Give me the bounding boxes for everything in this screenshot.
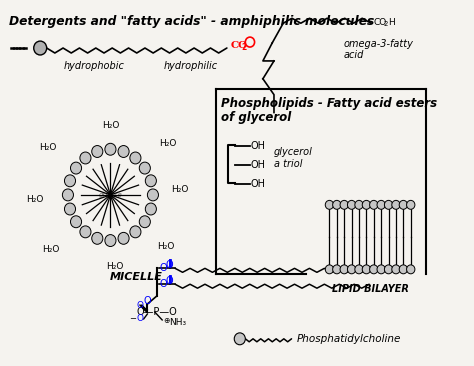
- Circle shape: [370, 265, 378, 274]
- Text: −: −: [246, 38, 254, 46]
- Circle shape: [64, 175, 75, 187]
- Circle shape: [118, 146, 129, 157]
- Text: grease: grease: [99, 192, 122, 198]
- Circle shape: [130, 226, 141, 238]
- Circle shape: [92, 146, 103, 157]
- Circle shape: [370, 200, 378, 209]
- Circle shape: [355, 200, 363, 209]
- Text: 2: 2: [242, 43, 247, 52]
- Circle shape: [362, 265, 371, 274]
- Circle shape: [105, 143, 116, 155]
- Text: O—P—O: O—P—O: [137, 307, 177, 317]
- Text: O: O: [166, 260, 173, 270]
- Circle shape: [377, 200, 385, 209]
- Text: Detergents and "fatty acids" - amphiphilic molecules: Detergents and "fatty acids" - amphiphil…: [9, 15, 374, 28]
- Circle shape: [71, 216, 82, 228]
- Text: O: O: [137, 300, 144, 310]
- Circle shape: [399, 265, 408, 274]
- Text: O: O: [166, 276, 173, 286]
- Circle shape: [333, 265, 341, 274]
- Circle shape: [246, 37, 255, 47]
- Circle shape: [377, 265, 385, 274]
- Circle shape: [340, 200, 348, 209]
- Text: OH: OH: [251, 141, 266, 151]
- Circle shape: [147, 189, 158, 201]
- Circle shape: [325, 200, 334, 209]
- Circle shape: [392, 200, 400, 209]
- Text: NH₃: NH₃: [169, 318, 186, 328]
- Text: glycerol: glycerol: [274, 147, 313, 157]
- Circle shape: [130, 152, 141, 164]
- Text: ⊕: ⊕: [163, 317, 170, 325]
- Circle shape: [34, 41, 46, 55]
- Circle shape: [64, 203, 75, 215]
- Text: hydrophilic: hydrophilic: [164, 61, 218, 71]
- Circle shape: [407, 265, 415, 274]
- Text: 2: 2: [384, 21, 388, 27]
- Circle shape: [384, 200, 393, 209]
- Text: H₂O: H₂O: [26, 195, 43, 204]
- Text: O: O: [144, 296, 151, 306]
- Circle shape: [333, 200, 341, 209]
- Circle shape: [80, 152, 91, 164]
- Text: omega-3-fatty: omega-3-fatty: [343, 39, 413, 49]
- Text: H₂O: H₂O: [102, 121, 119, 130]
- Circle shape: [355, 265, 363, 274]
- Text: H₂O: H₂O: [159, 139, 176, 148]
- Circle shape: [347, 200, 356, 209]
- Text: CO: CO: [374, 18, 387, 27]
- Text: H₂O: H₂O: [42, 245, 59, 254]
- Circle shape: [340, 265, 348, 274]
- Text: −: −: [129, 314, 136, 324]
- Text: OH: OH: [251, 160, 266, 170]
- Text: acid: acid: [343, 50, 364, 60]
- Text: O: O: [137, 314, 144, 324]
- Text: hydrophobic: hydrophobic: [64, 61, 124, 71]
- Text: Phosphatidylcholine: Phosphatidylcholine: [297, 334, 401, 344]
- Circle shape: [139, 216, 150, 228]
- Text: H₂O: H₂O: [106, 262, 124, 271]
- Text: LIPID BILAYER: LIPID BILAYER: [332, 284, 409, 294]
- Circle shape: [146, 175, 156, 187]
- Circle shape: [392, 265, 400, 274]
- Circle shape: [384, 265, 393, 274]
- Circle shape: [146, 203, 156, 215]
- Text: MICELLE: MICELLE: [110, 272, 163, 282]
- Circle shape: [399, 200, 408, 209]
- Circle shape: [63, 189, 73, 201]
- Circle shape: [105, 235, 116, 247]
- Text: O: O: [159, 264, 167, 273]
- Circle shape: [234, 333, 246, 345]
- Circle shape: [139, 162, 150, 174]
- Text: CO: CO: [230, 41, 248, 49]
- Text: H₂O: H₂O: [157, 242, 174, 251]
- Circle shape: [71, 162, 82, 174]
- Circle shape: [347, 265, 356, 274]
- Circle shape: [325, 265, 334, 274]
- Text: H₂O: H₂O: [171, 186, 189, 194]
- Circle shape: [92, 232, 103, 244]
- Circle shape: [118, 232, 129, 244]
- Circle shape: [407, 200, 415, 209]
- Text: of glycerol: of glycerol: [221, 111, 292, 124]
- Text: O: O: [159, 279, 167, 289]
- Circle shape: [80, 226, 91, 238]
- Circle shape: [362, 200, 371, 209]
- Text: H₂O: H₂O: [39, 143, 56, 152]
- Text: H: H: [388, 18, 394, 27]
- Text: a triol: a triol: [274, 159, 302, 169]
- Text: Phospholipids - Fatty acid esters: Phospholipids - Fatty acid esters: [221, 97, 438, 110]
- Text: OH: OH: [251, 179, 266, 189]
